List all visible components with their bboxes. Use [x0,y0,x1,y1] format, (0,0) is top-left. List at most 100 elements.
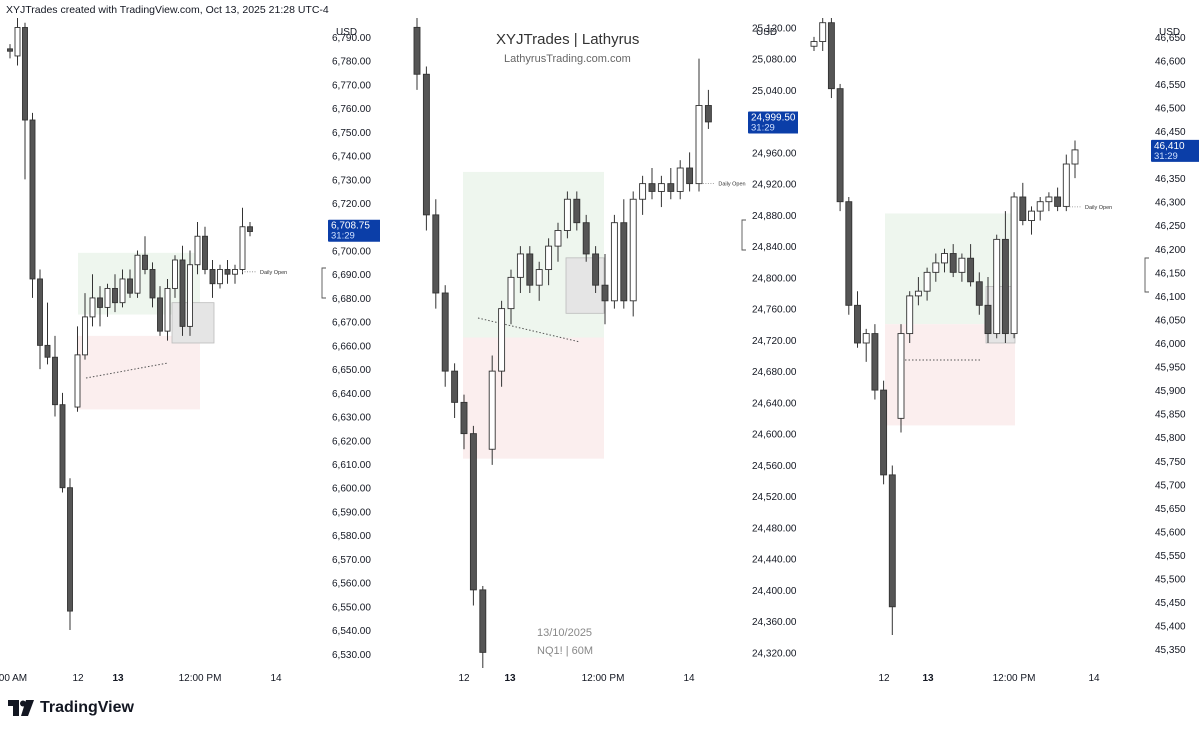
candle-body[interactable] [67,487,73,612]
candle-body[interactable] [127,278,133,294]
candle-body[interactable] [179,259,186,327]
candle-body[interactable] [676,167,684,192]
candle-body[interactable] [639,183,647,200]
chart-panel-ym[interactable]: Daily Open USD 46,650 46,600 46,550 46,500 46,… [808,18,1199,686]
candle-body[interactable] [119,278,126,304]
candle-body[interactable] [187,264,193,327]
candle-body[interactable] [810,41,818,47]
chart-panel-spx[interactable]: Daily Open USD 6,790.00 6,780.00 6,770.00 6,7… [0,18,380,686]
candle-body[interactable] [667,183,675,192]
candle-body[interactable] [149,269,156,299]
candle-body[interactable] [22,27,28,121]
candle-body[interactable] [906,295,914,335]
candle-body[interactable] [479,589,487,653]
candle-body[interactable] [14,27,21,57]
candle-body[interactable] [7,48,13,52]
candle-body[interactable] [104,287,111,308]
candle-body[interactable] [897,333,905,419]
candle-body[interactable] [880,389,888,476]
candle-body[interactable] [836,88,844,203]
candle-body[interactable] [827,22,835,90]
candle-body[interactable] [914,290,922,297]
candle-body[interactable] [97,297,103,308]
candle-body[interactable] [958,257,966,273]
candle-body[interactable] [239,226,246,270]
candle-body[interactable] [202,235,208,270]
candle-body[interactable] [52,356,58,406]
candle-body[interactable] [1028,210,1035,221]
candle-body[interactable] [498,308,506,372]
last-price-tag[interactable] [328,219,380,242]
candle-body[interactable] [629,198,637,302]
chart-panel-nq[interactable]: Daily Open USD 25,120.00 25,080.00 25,040.00… [400,18,798,686]
candle-body[interactable] [862,333,870,344]
candle-body[interactable] [582,222,590,255]
candle-body[interactable] [89,297,96,318]
candle-body[interactable] [172,259,178,289]
candle-body[interactable] [888,474,896,608]
candle-body[interactable] [686,167,694,185]
candle-body[interactable] [451,370,459,403]
candle-body[interactable] [224,269,231,275]
candle-body[interactable] [819,22,827,43]
candle-body[interactable] [704,105,712,123]
candle-body[interactable] [601,284,609,302]
last-price-tag[interactable] [748,111,798,134]
candle-body[interactable] [74,354,81,408]
candle-body[interactable] [949,253,957,273]
candle-body[interactable] [1045,196,1053,203]
candle-body[interactable] [573,198,581,224]
candle-body[interactable] [1019,196,1027,221]
candle-body[interactable] [1054,196,1062,207]
candle-body[interactable] [507,276,515,310]
candle-body[interactable] [112,287,118,304]
candle-body[interactable] [657,183,665,192]
candle-body[interactable] [441,292,449,372]
candle-body[interactable] [932,262,940,273]
candle-body[interactable] [432,214,440,294]
candle-body[interactable] [1071,149,1079,165]
candle-body[interactable] [545,245,553,271]
candle-body[interactable] [1062,163,1070,207]
candle-body[interactable] [194,235,201,266]
candle-body[interactable] [526,253,534,286]
candle-body[interactable] [1010,196,1018,335]
candle-body[interactable] [1036,201,1044,212]
candle-body[interactable] [217,269,223,285]
candle-body[interactable] [44,344,51,358]
candle-body[interactable] [967,257,975,283]
candle-body[interactable] [695,105,703,185]
candle-body[interactable] [247,226,253,232]
candle-body[interactable] [975,281,983,306]
candle-body[interactable] [422,73,430,216]
candle-body[interactable] [29,119,36,280]
candle-body[interactable] [845,201,853,306]
candle-body[interactable] [142,254,148,270]
candle-body[interactable] [209,269,216,285]
candle-body[interactable] [413,26,421,75]
candle-body[interactable] [923,271,931,292]
candle-body[interactable] [469,433,477,591]
candle-body[interactable] [37,278,43,346]
candle-body[interactable] [488,370,496,450]
candle-body[interactable] [648,183,656,192]
candle-body[interactable] [516,253,524,278]
tradingview-logo[interactable]: TradingView [8,699,134,717]
candle-body[interactable] [232,269,238,275]
candle-body[interactable] [620,222,628,302]
candle-body[interactable] [134,254,141,294]
last-price-tag[interactable] [1151,139,1199,162]
candle-body[interactable] [460,401,468,435]
candle-body[interactable] [941,253,948,264]
candle-body[interactable] [535,269,543,286]
candle-body[interactable] [82,316,88,356]
candle-body[interactable] [1001,238,1009,335]
candle-body[interactable] [610,222,618,302]
candle-body[interactable] [592,253,600,286]
candle-body[interactable] [164,287,171,332]
candle-body[interactable] [993,238,1001,335]
candle-body[interactable] [59,404,66,489]
